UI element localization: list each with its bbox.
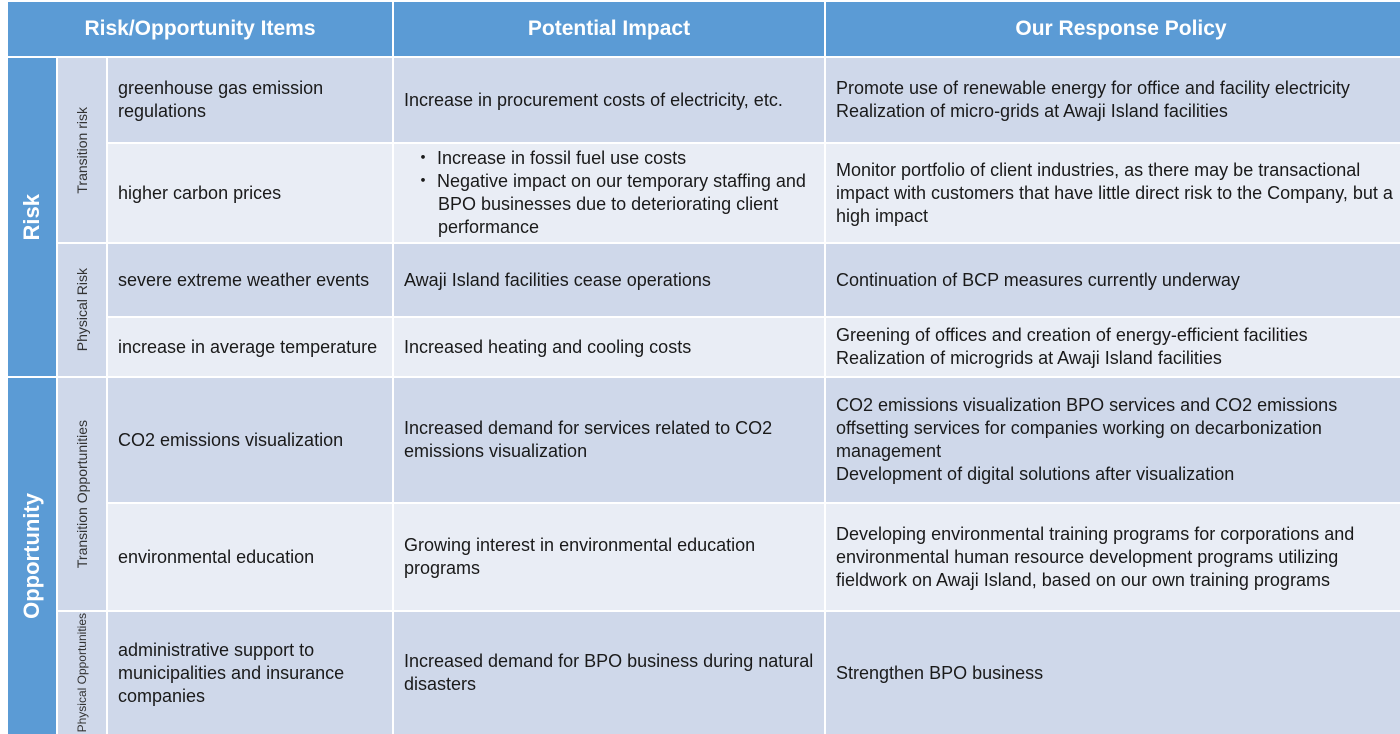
policy-line: Monitor portfolio of client industries, … [836,159,1393,226]
row-policy: Promote use of renewable energy for offi… [826,58,1400,142]
subcategory-transition-risk: Transition risk [58,58,106,242]
row-impact: Increase in procurement costs of electri… [394,58,824,142]
row-policy: CO2 emissions visualization BPO services… [826,378,1400,502]
subcategory-physical-opportunities: Physical Opportunities [58,612,106,734]
policy-line: Developing environmental training progra… [836,523,1355,590]
category-opportunity-label: Opportunity [19,493,44,619]
risk-opportunity-table: Risk/Opportunity Items Potential Impact … [8,2,1400,734]
impact-line: Increased heating and cooling costs [404,336,692,357]
subcategory-label: Physical Opportunities [75,613,89,733]
policy-line: Development of digital solutions after v… [836,464,1235,484]
subcategory-transition-opportunities: Transition Opportunities [58,378,106,610]
category-opportunity: Opportunity [8,378,56,734]
header-impact: Potential Impact [394,2,824,56]
policy-line: Strengthen BPO business [836,662,1044,683]
row-item: administrative support to municipalities… [108,612,392,734]
policy-line: Realization of micro-grids at Awaji Isla… [836,101,1228,121]
row-item: greenhouse gas emission regulations [108,58,392,142]
row-policy: Developing environmental training progra… [826,504,1400,610]
subcategory-label: Physical Risk [74,268,90,352]
row-impact: Growing interest in environmental educat… [394,504,824,610]
policy-line: Promote use of renewable energy for offi… [836,78,1350,98]
impact-line: Awaji Island facilities cease operations [404,269,711,290]
row-item: increase in average temperature [108,318,392,376]
row-item: environmental education [108,504,392,610]
row-impact: Increased heating and cooling costs [394,318,824,376]
row-policy: Greening of offices and creation of ener… [826,318,1400,376]
impact-line: Increased demand for services related to… [404,418,773,461]
impact-bullet: ・ Negative impact on our temporary staff… [414,171,806,237]
policy-line: Continuation of BCP measures currently u… [836,269,1240,290]
header-items: Risk/Opportunity Items [8,2,392,56]
subcategory-label: Transition Opportunities [74,419,90,569]
impact-bullet: ・ Increase in fossil fuel use costs [414,148,687,168]
row-impact: Increased demand for BPO business during… [394,612,824,734]
category-risk: Risk [8,58,56,376]
header-policy: Our Response Policy [826,2,1400,56]
impact-line: Increase in procurement costs of electri… [404,89,783,110]
row-item: severe extreme weather events [108,244,392,316]
policy-line: CO2 emissions visualization BPO services… [836,395,1338,461]
category-risk-label: Risk [19,193,44,241]
impact-line: Increased demand for BPO business during… [404,651,814,694]
row-policy: Continuation of BCP measures currently u… [826,244,1400,316]
row-impact: Awaji Island facilities cease operations [394,244,824,316]
row-policy: Monitor portfolio of client industries, … [826,144,1400,242]
policy-line: Greening of offices and creation of ener… [836,325,1308,345]
row-impact: Increased demand for services related to… [394,378,824,502]
subcategory-physical-risk: Physical Risk [58,244,106,376]
subcategory-label: Transition risk [74,106,90,194]
policy-line: Realization of microgrids at Awaji Islan… [836,348,1222,368]
row-policy: Strengthen BPO business [826,612,1400,734]
impact-line: Growing interest in environmental educat… [404,535,756,578]
row-impact: ・ Increase in fossil fuel use costs ・ Ne… [394,144,824,242]
row-item: higher carbon prices [108,144,392,242]
row-item: CO2 emissions visualization [108,378,392,502]
